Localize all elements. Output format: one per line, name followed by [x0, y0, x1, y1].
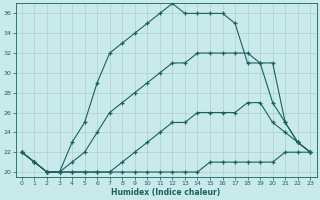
X-axis label: Humidex (Indice chaleur): Humidex (Indice chaleur) — [111, 188, 221, 197]
